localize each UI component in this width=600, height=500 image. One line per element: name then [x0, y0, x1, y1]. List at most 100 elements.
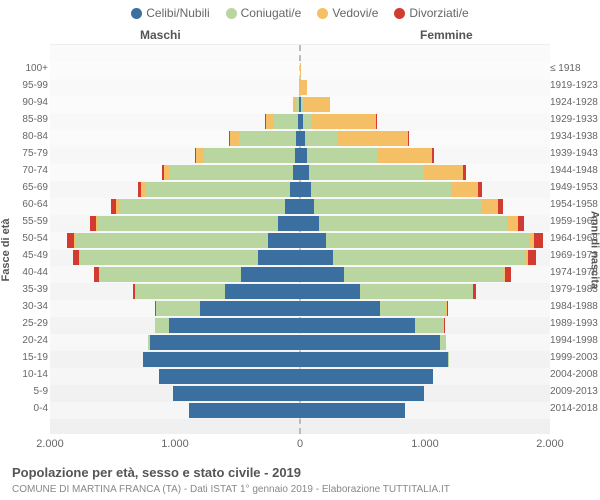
bar-segment [300, 216, 319, 231]
bar-segment [528, 250, 536, 265]
legend-item: Divorziati/e [394, 6, 468, 20]
female-bar [300, 63, 301, 78]
age-label: 95-99 [0, 81, 48, 91]
bar-segment [344, 267, 504, 282]
male-bar [90, 216, 300, 231]
bar-segment [311, 114, 376, 129]
bar-segment [145, 182, 290, 197]
female-bar [300, 369, 433, 384]
bar-segment [300, 182, 311, 197]
male-header: Maschi [140, 28, 181, 42]
male-bar [189, 403, 300, 418]
female-bar [300, 233, 543, 248]
bar-segment [293, 165, 300, 180]
pyramid-row [50, 351, 550, 368]
female-bar [300, 318, 444, 333]
bar-segment [285, 199, 300, 214]
bar-segment [326, 233, 529, 248]
birth-year-label: 1969-1973 [550, 251, 600, 261]
pyramid-row [50, 62, 550, 79]
legend: Celibi/NubiliConiugati/eVedovi/eDivorzia… [0, 6, 600, 20]
birth-year-label: 1934-1938 [550, 132, 600, 142]
pyramid-row [50, 402, 550, 419]
bar-segment [159, 369, 300, 384]
birth-year-label: 2009-2013 [550, 387, 600, 397]
bar-segment [300, 199, 314, 214]
legend-label: Vedovi/e [332, 6, 378, 20]
bar-segment [300, 165, 309, 180]
bar-segment [225, 284, 300, 299]
bar-segment [67, 233, 74, 248]
pyramid-row [50, 266, 550, 283]
male-bar [148, 335, 300, 350]
pyramid-row [50, 368, 550, 385]
x-tick-label: 1.000 [161, 438, 189, 450]
male-bar [155, 301, 300, 316]
age-label: 35-39 [0, 285, 48, 295]
bar-segment [303, 114, 311, 129]
bar-segment [478, 182, 482, 197]
male-bar [195, 148, 300, 163]
x-tick-label: 2.000 [536, 438, 564, 450]
pyramid-row [50, 198, 550, 215]
pyramid-row [50, 317, 550, 334]
chart-source: COMUNE DI MARTINA FRANCA (TA) - Dati IST… [12, 484, 450, 495]
age-label: 90-94 [0, 98, 48, 108]
legend-label: Divorziati/e [409, 6, 468, 20]
bar-segment [408, 131, 409, 146]
female-bar [300, 284, 476, 299]
bar-segment [278, 216, 301, 231]
age-label: 50-54 [0, 234, 48, 244]
bar-segment [300, 284, 360, 299]
bar-segment [376, 114, 377, 129]
bar-segment [300, 233, 326, 248]
female-bar [300, 403, 405, 418]
male-bar [293, 97, 301, 112]
y-left-labels: 100+95-9990-9485-8980-8475-7970-7465-696… [0, 44, 48, 434]
bar-segment [463, 165, 466, 180]
male-bar [94, 267, 300, 282]
age-label: 20-24 [0, 336, 48, 346]
age-label: 45-49 [0, 251, 48, 261]
age-label: 15-19 [0, 353, 48, 363]
bar-segment [307, 148, 378, 163]
legend-item: Celibi/Nubili [131, 6, 209, 20]
age-label: 80-84 [0, 132, 48, 142]
age-label: 30-34 [0, 302, 48, 312]
female-bar [300, 182, 482, 197]
pyramid-row [50, 130, 550, 147]
bar-segment [360, 284, 473, 299]
bar-segment [169, 165, 293, 180]
birth-year-label: 1929-1933 [550, 115, 600, 125]
pyramid-row [50, 249, 550, 266]
bar-segment [155, 318, 169, 333]
x-tick-label: 0 [297, 438, 303, 450]
age-label: 5-9 [0, 387, 48, 397]
pyramid-row [50, 113, 550, 130]
birth-year-label: 1959-1963 [550, 217, 600, 227]
birth-year-label: 1964-1968 [550, 234, 600, 244]
female-bar [300, 267, 511, 282]
bar-segment [119, 199, 285, 214]
bar-segment [451, 182, 477, 197]
age-label: 40-44 [0, 268, 48, 278]
male-bar [155, 318, 300, 333]
birth-year-label: 1954-1958 [550, 200, 600, 210]
bar-segment [300, 318, 415, 333]
bar-segment [319, 216, 508, 231]
bar-segment [189, 403, 300, 418]
female-bar [300, 250, 536, 265]
legend-swatch [226, 8, 237, 19]
male-bar [143, 352, 301, 367]
x-tick-label: 1.000 [411, 438, 439, 450]
female-header: Femmine [420, 28, 473, 42]
bar-segment [311, 182, 451, 197]
bar-segment [196, 148, 204, 163]
bar-segment [300, 301, 380, 316]
pyramid-row [50, 334, 550, 351]
bar-segment [300, 148, 307, 163]
male-bar [73, 250, 300, 265]
age-label: 85-89 [0, 115, 48, 125]
birth-year-label: 1924-1928 [550, 98, 600, 108]
bar-segment [300, 369, 433, 384]
